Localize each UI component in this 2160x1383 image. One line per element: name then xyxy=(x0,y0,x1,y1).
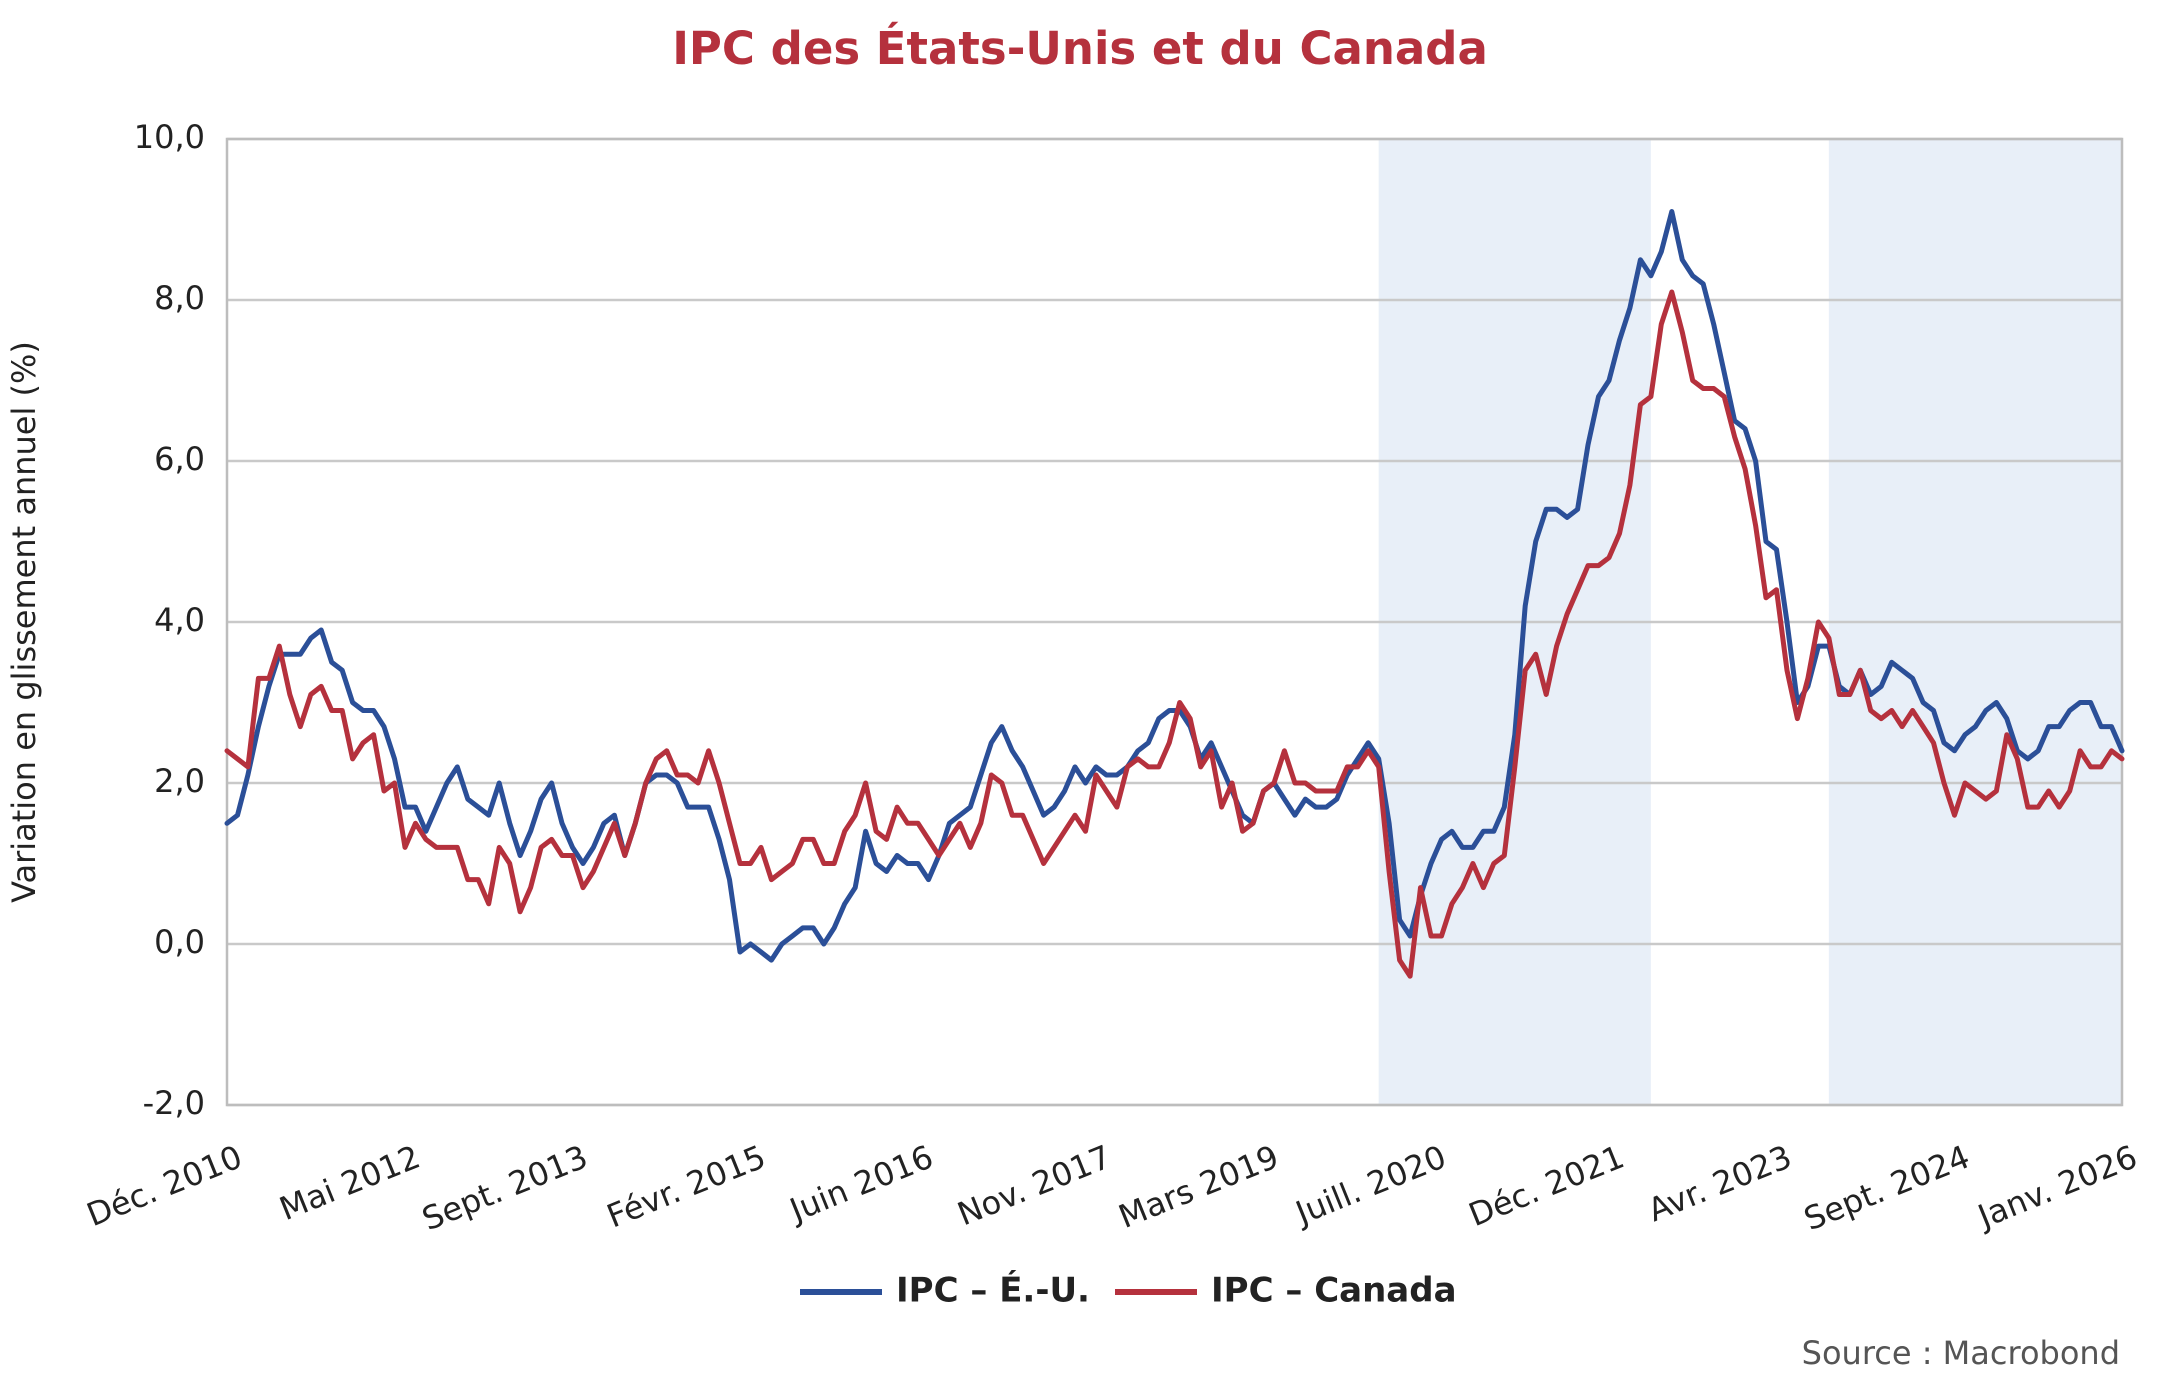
y-tick-label: 10,0 xyxy=(134,118,205,156)
x-tick-label: Nov. 2017 xyxy=(952,1138,1116,1234)
x-tick-label: Juin 2016 xyxy=(783,1138,939,1230)
y-tick-label: -2,0 xyxy=(143,1084,205,1122)
y-axis-title: Variation en glissement annuel (%) xyxy=(5,341,43,903)
chart-title: IPC des États-Unis et du Canada xyxy=(672,22,1488,75)
x-tick-label: Avr. 2023 xyxy=(1643,1138,1797,1230)
y-tick-label: 0,0 xyxy=(154,923,205,961)
y-tick-label: 4,0 xyxy=(154,601,205,639)
y-tick-label: 6,0 xyxy=(154,440,205,478)
x-tick-label: Sept. 2013 xyxy=(417,1138,593,1239)
y-tick-label: 2,0 xyxy=(154,762,205,800)
source: Source : Macrobond xyxy=(1802,1334,2120,1372)
y-tick-label: 8,0 xyxy=(154,279,205,317)
x-tick-label: Janv. 2026 xyxy=(1971,1138,2142,1237)
legend-label: IPC – É.-U. xyxy=(896,1270,1090,1311)
plot-border xyxy=(225,137,2124,1107)
legend-label: IPC – Canada xyxy=(1211,1271,1457,1311)
x-tick-label: Févr. 2015 xyxy=(602,1138,771,1236)
x-tick-label: Déc. 2021 xyxy=(1463,1138,1629,1235)
x-tick-label: Sept. 2024 xyxy=(1799,1138,1975,1239)
x-tick-label: Mai 2012 xyxy=(274,1138,425,1229)
x-tick-label: Juill. 2020 xyxy=(1289,1138,1452,1233)
x-tick-label: Mars 2019 xyxy=(1113,1138,1284,1236)
series-line xyxy=(224,289,2125,979)
x-tick-label: Déc. 2010 xyxy=(81,1138,247,1235)
